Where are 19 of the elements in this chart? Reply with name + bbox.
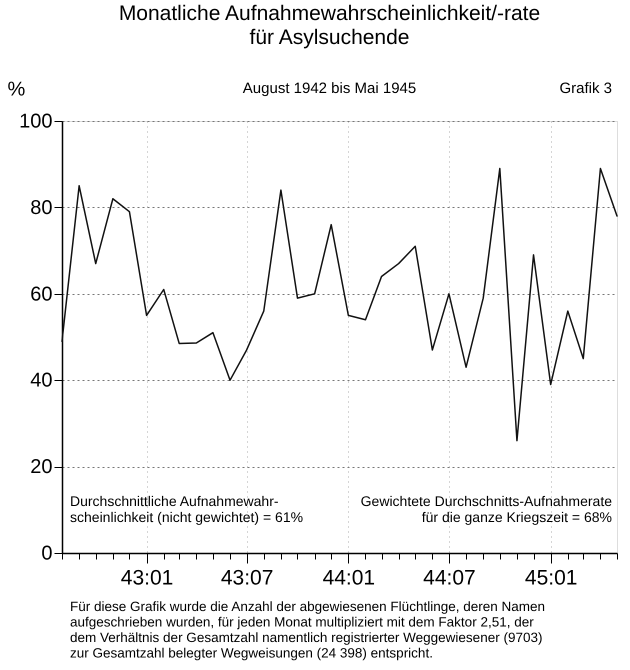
y-tick-label: 80 — [30, 196, 52, 219]
x-tick-label: 44:01 — [322, 566, 376, 590]
text: Grafik 3 — [559, 80, 612, 97]
x-tick-label: 43:07 — [220, 566, 274, 590]
y-tick-label: 60 — [30, 283, 52, 306]
annotation: Durchschnittliche Aufnahmewahr- scheinlichkeit (nicht gewichtet) = 61% — [70, 493, 304, 526]
chart-title: Monatliche Aufnahmewahrscheinlichkeit/-rate für Asylsuchende — [118, 2, 540, 50]
text: Für diese Grafik wurde die Anzahl der abgewiesenen Flüchtlinge, deren Namen aufgeschrieben wurden, für jeden Monat multipliziert mit dem Faktor 2,51, der dem Verhältnis der Gesamtzahl namentlich registrierter Weggewiesener (9703) zur Gesamtzahl belegter Wegweisungen (24 398) entspricht. — [70, 599, 546, 661]
line-series — [61, 168, 618, 442]
x-tick-label: 45:01 — [524, 566, 578, 590]
annotation: Gewichtete Durchschnitts-Aufnahmerate für die ganze Kriegszeit = 68% — [360, 493, 612, 526]
x-tick-label: 43:01 — [120, 566, 174, 590]
y-tick-label: 0 — [41, 542, 52, 564]
y-axis-title: % — [8, 78, 26, 100]
y-tick-label: 100 — [19, 110, 52, 132]
x-tick-label: 44:07 — [423, 566, 476, 590]
y-tick-label: 20 — [30, 456, 52, 478]
chart-subtitle: August 1942 bis Mai 1945 — [242, 80, 416, 97]
y-tick-label: 40 — [30, 370, 52, 392]
